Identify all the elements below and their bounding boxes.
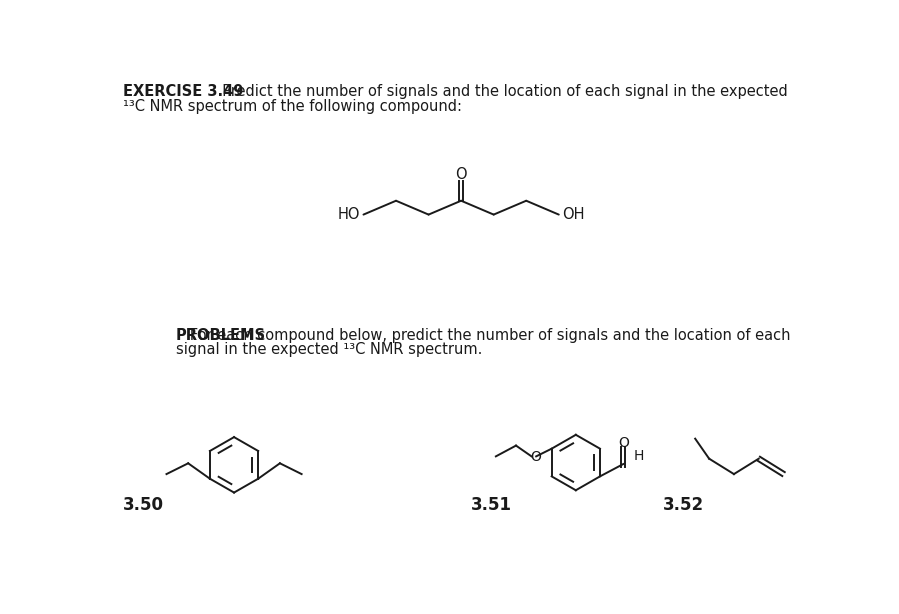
Text: EXERCISE 3.49: EXERCISE 3.49 [123,85,244,99]
Text: O: O [455,167,467,182]
Text: O: O [618,437,628,450]
Text: PROBLEMS: PROBLEMS [176,328,266,343]
Text: H: H [633,449,644,464]
Text: 3.52: 3.52 [663,496,704,514]
Text: ¹³C NMR spectrum of the following compound:: ¹³C NMR spectrum of the following compou… [123,99,462,114]
Text: For each compound below, predict the number of signals and the location of each: For each compound below, predict the num… [176,328,790,343]
Text: O: O [530,450,541,464]
Text: 3.51: 3.51 [471,496,512,514]
Text: OH: OH [562,207,584,222]
Text: HO: HO [338,207,360,222]
Text: Predict the number of signals and the location of each signal in the expected: Predict the number of signals and the lo… [213,85,788,99]
Text: signal in the expected ¹³C NMR spectrum.: signal in the expected ¹³C NMR spectrum. [176,341,482,357]
Text: 3.50: 3.50 [123,496,165,514]
